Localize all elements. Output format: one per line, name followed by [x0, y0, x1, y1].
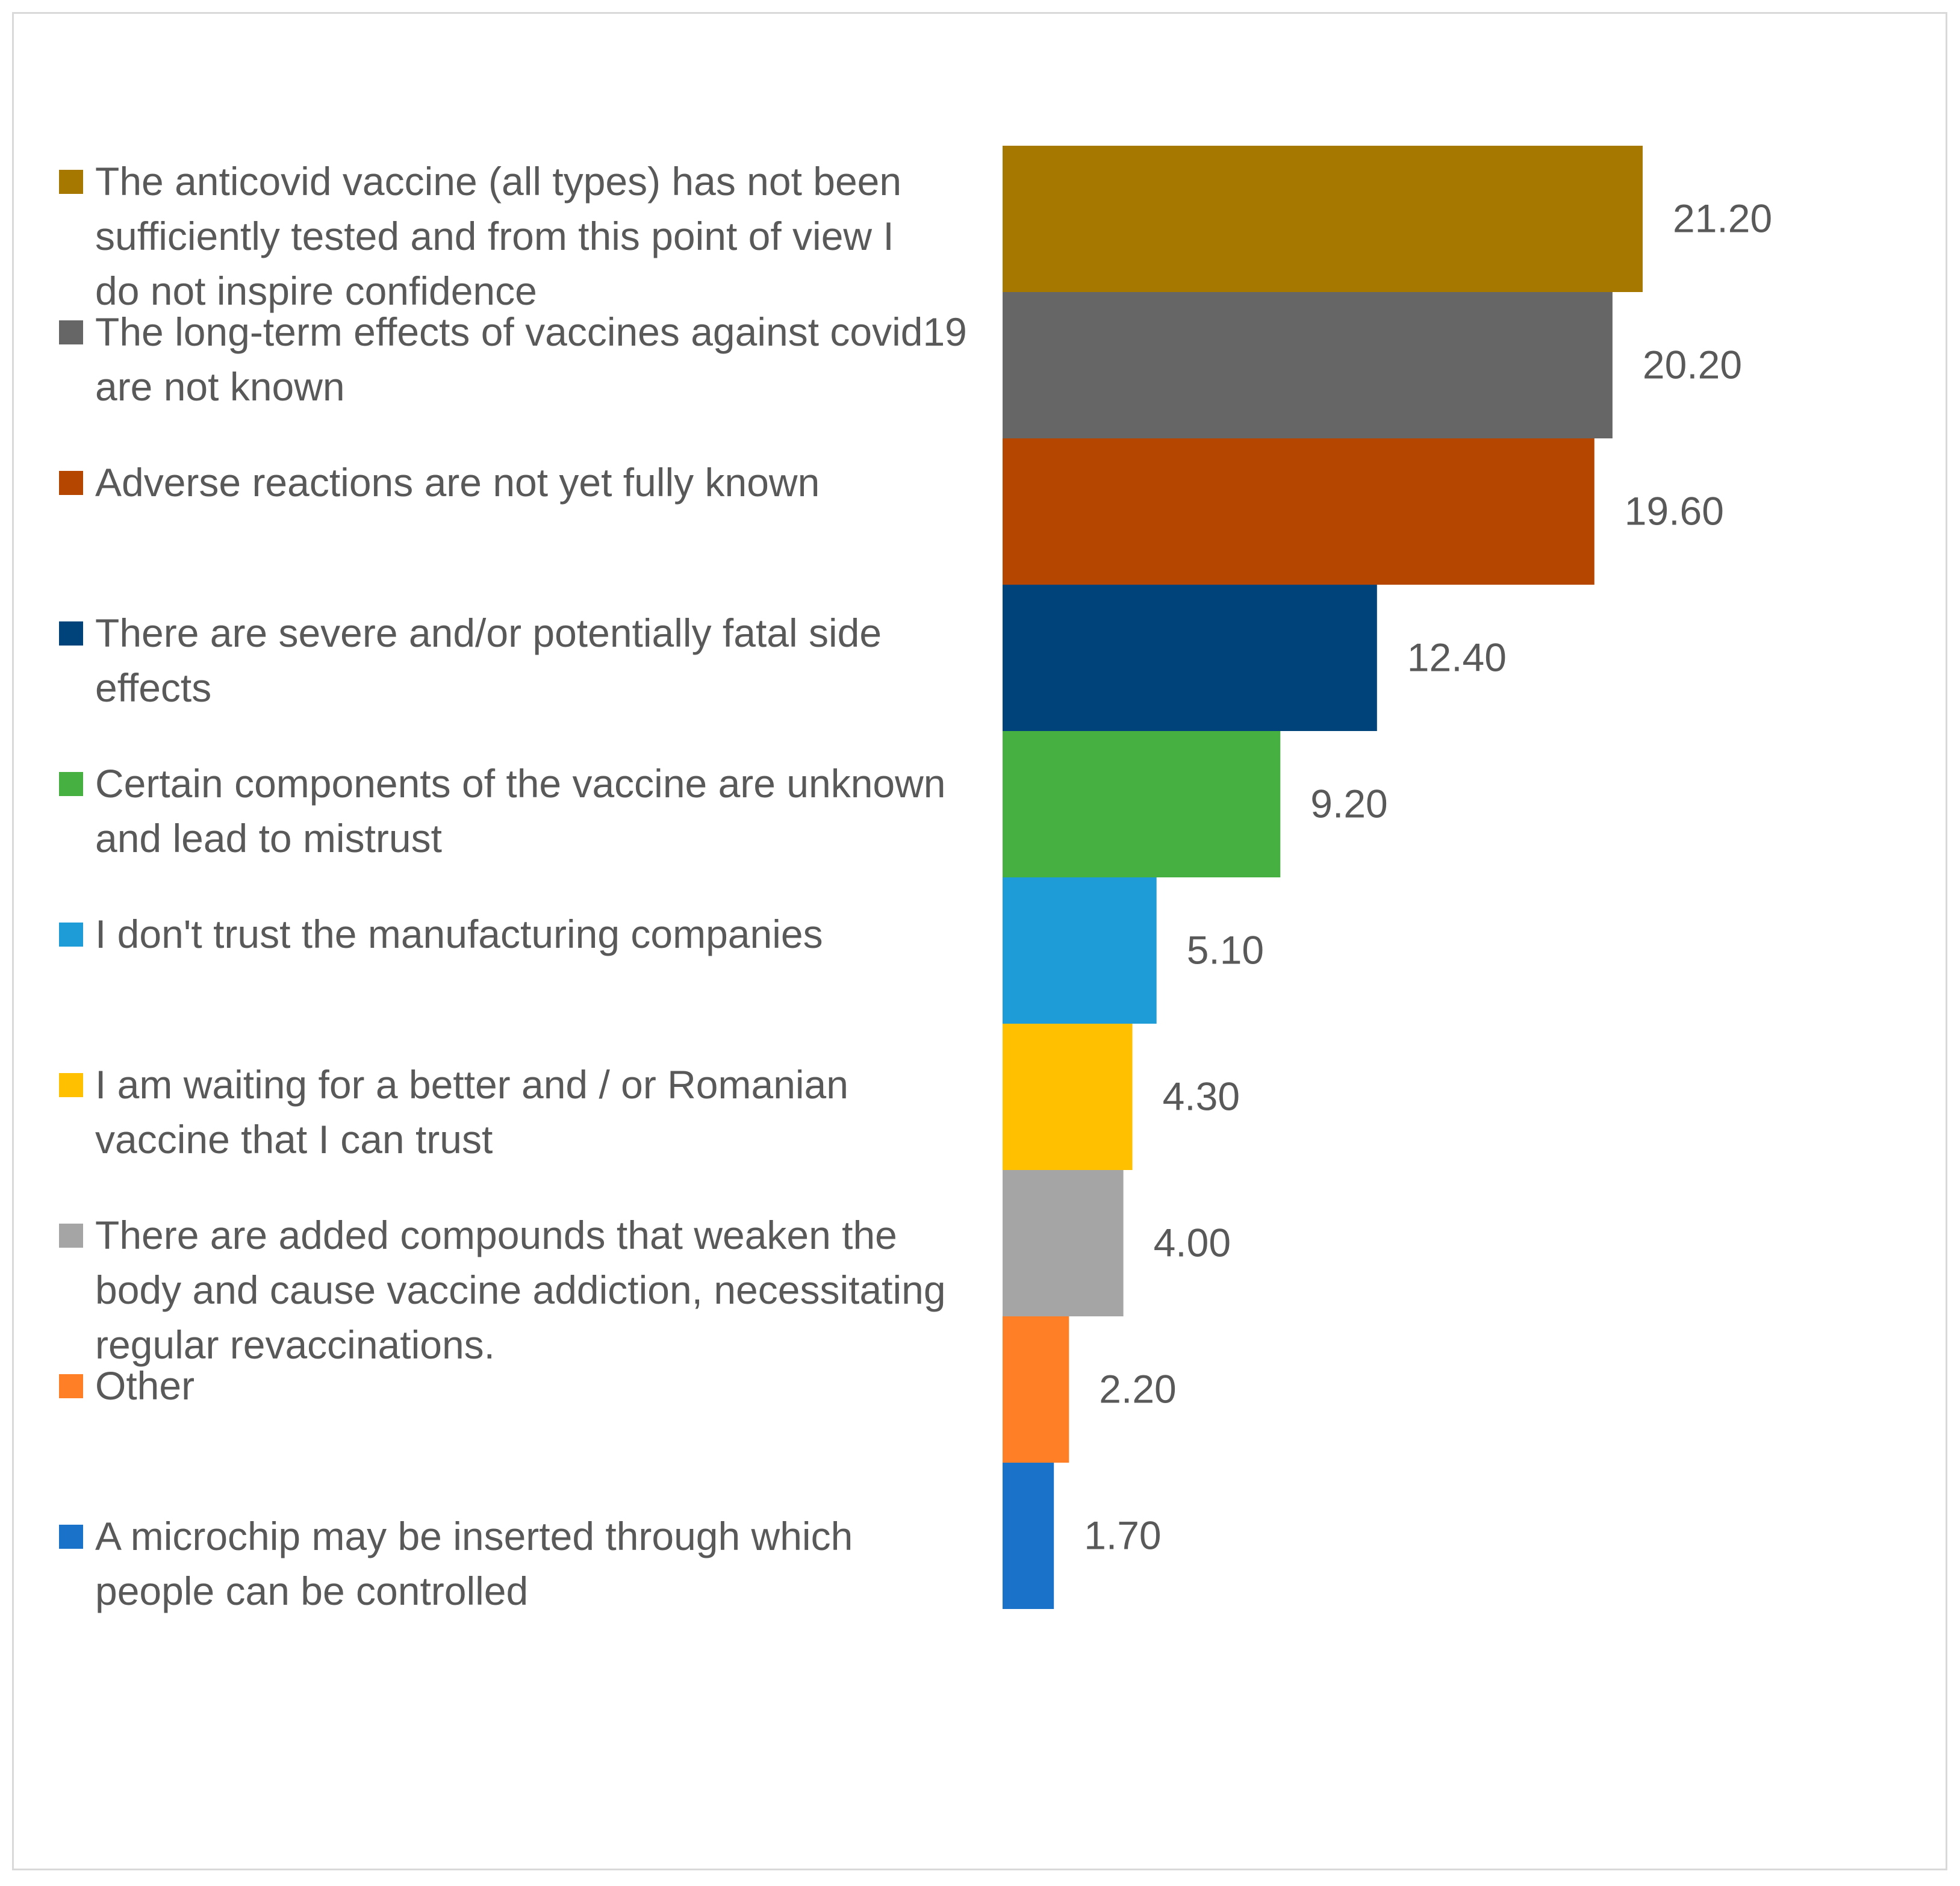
legend-swatch-4 [59, 621, 83, 646]
bar-9 [1003, 1316, 1069, 1463]
legend-label-8: There are added compounds that weaken th… [95, 1213, 946, 1367]
legend-label-5: Certain components of the vaccine are un… [95, 761, 946, 861]
legend-label-2: The long-term effects of vaccines agains… [95, 310, 967, 409]
value-label-7: 4.30 [1163, 1074, 1240, 1119]
legend-swatch-9 [59, 1374, 83, 1398]
bar-5 [1003, 731, 1281, 877]
legend-label-6: I don't trust the manufacturing companie… [95, 912, 823, 956]
value-label-5: 9.20 [1310, 782, 1387, 826]
bar-7 [1003, 1024, 1133, 1170]
legend-swatch-5 [59, 772, 83, 796]
value-label-2: 20.20 [1643, 343, 1742, 387]
legend-label-9: Other [95, 1363, 194, 1408]
value-label-10: 1.70 [1084, 1513, 1161, 1558]
bar-10 [1003, 1463, 1054, 1609]
legend-swatch-2 [59, 320, 83, 344]
value-label-9: 2.20 [1099, 1367, 1176, 1411]
legend-label-10: A microchip may be inserted through whic… [95, 1514, 853, 1613]
legend-swatch-8 [59, 1224, 83, 1248]
bar-3 [1003, 438, 1594, 585]
bar-6 [1003, 877, 1157, 1024]
value-label-8: 4.00 [1154, 1221, 1231, 1265]
value-label-3: 19.60 [1625, 489, 1724, 534]
legend-label-1: The anticovid vaccine (all types) has no… [95, 159, 901, 313]
bar-2 [1003, 292, 1613, 438]
legend-swatch-1 [59, 170, 83, 194]
chart-frame [12, 12, 1947, 1870]
value-label-6: 5.10 [1187, 928, 1264, 973]
legend-swatch-3 [59, 471, 83, 495]
value-label-4: 12.40 [1407, 635, 1507, 680]
value-label-1: 21.20 [1673, 196, 1772, 241]
legend-swatch-10 [59, 1525, 83, 1549]
legend-label-7: I am waiting for a better and / or Roman… [95, 1062, 848, 1162]
legend-swatch-6 [59, 923, 83, 947]
bar-1 [1003, 146, 1643, 292]
bar-4 [1003, 585, 1377, 731]
legend-label-4: There are severe and/or potentially fata… [95, 611, 882, 710]
legend-swatch-7 [59, 1073, 83, 1097]
legend-label-3: Adverse reactions are not yet fully know… [95, 460, 820, 505]
bar-8 [1003, 1170, 1124, 1316]
